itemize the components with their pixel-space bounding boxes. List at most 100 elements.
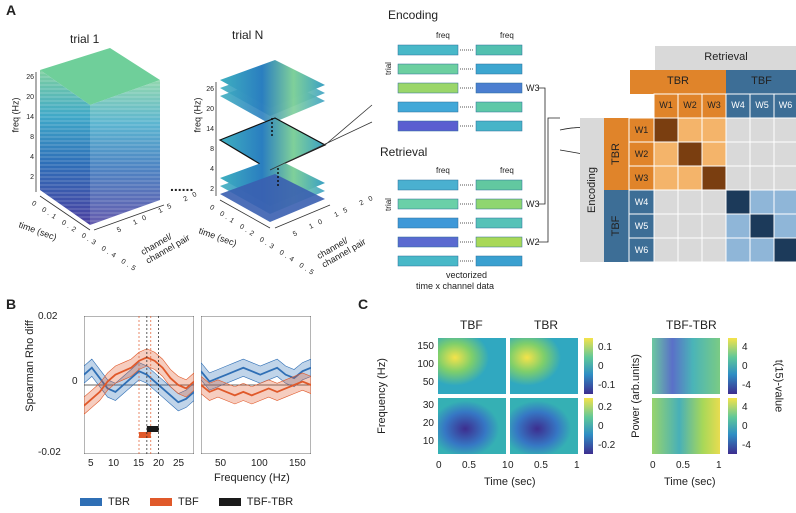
tick: 20 — [26, 94, 34, 101]
panelC-xlabel-diff: Time (sec) — [664, 476, 716, 488]
encoding-vectors — [397, 44, 523, 132]
legend-label-tbr: TBR — [108, 496, 130, 508]
tick: 14 — [206, 126, 214, 133]
tick: -0.1 — [598, 380, 616, 391]
freq-label-enc-2: freq — [500, 31, 514, 40]
time-channel-label: time x channel data — [416, 281, 495, 291]
panelC-yticks-bottom: 30 20 10 — [412, 397, 434, 451]
ytick-bottom: -0.02 — [38, 447, 61, 458]
col-header: W4 — [731, 100, 745, 110]
tick: 0 — [742, 421, 748, 432]
panelC-title-tbr: TBR — [534, 318, 558, 332]
w3-enc: W3 — [526, 83, 540, 93]
col-header: W1 — [659, 100, 673, 110]
vectorized-label: vectorized — [446, 270, 488, 280]
band-tbr — [201, 358, 311, 391]
t-label: t(15)-value — [772, 359, 785, 413]
tick: 0 — [598, 421, 604, 432]
tick: 8 — [210, 146, 214, 153]
heatmap-tbr-low — [510, 398, 578, 454]
freq-ticks-n: 26 20 14 8 4 2 — [204, 80, 214, 200]
matrix-tbr-row-label: TBR — [610, 143, 622, 165]
tick: 0.1 — [598, 342, 612, 353]
panelB-left-plot — [84, 316, 194, 454]
heatmap-tbf-low — [438, 398, 506, 454]
tick: 4 — [742, 342, 748, 353]
tick: 0 — [508, 460, 514, 471]
freq-axis-label-n: freq (Hz) — [192, 97, 203, 133]
freq-ticks-1: 26 20 14 8 4 2 — [24, 68, 34, 188]
freq-label-enc-1: freq — [436, 31, 450, 40]
freq-axis-label-1: freq (Hz) — [10, 97, 21, 133]
colorbar-t-top — [728, 338, 737, 394]
tick: 0 — [436, 460, 442, 471]
significance-bar-tbf-tbr — [146, 426, 159, 432]
tick: -4 — [742, 380, 751, 391]
ytick-zero: 0 — [72, 376, 78, 387]
tick: 20 — [153, 458, 165, 469]
trialN-title: trial N — [232, 28, 264, 42]
freq-label-ret-1: freq — [436, 166, 450, 175]
trial-label-enc: trial — [383, 62, 393, 75]
series-line-tbf — [201, 380, 311, 397]
trial1-title: trial 1 — [70, 32, 100, 46]
tick: 15 — [133, 458, 145, 469]
trial-label-ret: trial — [383, 198, 393, 211]
tick: 8 — [30, 134, 34, 141]
panelC-heatmaps — [438, 338, 737, 454]
band-tbf — [84, 348, 194, 415]
matrix-tbf-col-label: TBF — [751, 75, 772, 87]
legend-swatch-diff — [218, 498, 241, 506]
tick: 0.2 — [598, 402, 612, 413]
legend-label-diff: TBF-TBR — [246, 496, 294, 508]
panelB-ylabel: Spearman Rho diff — [23, 320, 36, 412]
retrieval-title: Retrieval — [380, 145, 428, 159]
heatmap-diff-high — [652, 338, 720, 394]
heatmap-tbr-high — [510, 338, 578, 394]
colorbar-power-bottom — [584, 398, 593, 454]
panelC-xlabel: Time (sec) — [484, 476, 536, 488]
panel-a-letter: A — [6, 2, 17, 18]
tick: 26 — [206, 86, 214, 93]
tick: 5 — [88, 458, 94, 469]
tick: 14 — [26, 114, 34, 121]
power-ticks-bottom: 0.2 0 -0.2 — [598, 398, 615, 455]
tick: 50 — [422, 377, 434, 388]
row-header: W4 — [634, 197, 649, 207]
matrix-tbr-col-label: TBR — [667, 75, 689, 87]
retrieval-vectors — [397, 179, 523, 267]
tick: 10 — [422, 436, 434, 447]
tick: 0.5 — [676, 460, 690, 471]
tick: 26 — [26, 74, 34, 81]
panelC-title-tbf: TBF — [460, 318, 483, 332]
col-header: W2 — [683, 100, 697, 110]
tick: -4 — [742, 440, 751, 451]
legend-swatch-tbf — [150, 498, 172, 506]
w2-ret: W2 — [526, 237, 540, 247]
row-header: W1 — [634, 125, 649, 135]
panel-c-letter: C — [358, 296, 369, 312]
panelC-yticks-top: 150 100 50 — [412, 338, 434, 392]
trial1-cube — [35, 48, 165, 231]
tick: -0.2 — [598, 440, 616, 451]
tick: 20 — [422, 418, 434, 429]
tick: 1 — [574, 460, 580, 471]
tick: 2 — [30, 174, 34, 181]
legend-swatch-tbr — [80, 498, 102, 506]
t-ticks-top: 4 0 -4 — [742, 338, 751, 395]
colorbar-power-top — [584, 338, 593, 394]
tick: 2 — [210, 186, 214, 193]
matrix-tbf-row-label: TBF — [610, 215, 622, 237]
tick: 25 — [173, 458, 185, 469]
legend-label-tbf: TBF — [178, 496, 199, 508]
tick: 1 — [502, 460, 508, 471]
encoding-title: Encoding — [388, 8, 439, 22]
t-ticks-bottom: 4 0 -4 — [742, 398, 751, 455]
panel-b-letter: B — [6, 296, 17, 312]
tick: 10 — [108, 458, 120, 469]
matrix-retrieval-label: Retrieval — [704, 51, 748, 63]
panelB-right-plot — [201, 316, 311, 454]
col-header: W6 — [778, 100, 793, 110]
series-line-tbr — [201, 366, 311, 383]
